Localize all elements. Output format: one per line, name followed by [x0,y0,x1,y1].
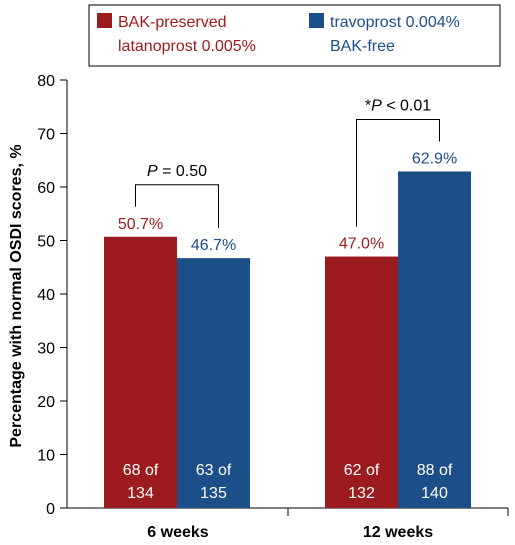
x-category-label-6-weeks: 6 weeks [147,524,208,541]
legend-label-2-line1: travoprost 0.004% [330,14,460,31]
y-tick-label: 70 [37,127,55,144]
p-value-label: *P < 0.01 [365,97,431,114]
bar-count-line2: 140 [421,485,448,502]
legend: BAK-preserved latanoprost 0.005% travopr… [88,4,501,67]
bar-2-2 [398,171,471,509]
x-category-label-12-weeks: 12 weeks [363,524,433,541]
bar-value-label: 46.7% [191,237,236,254]
bar-1-2 [325,256,398,508]
bar-count-line2: 135 [200,485,227,502]
significance-bracket [135,184,219,229]
brackets-group: P = 0.50 *P < 0.01 [135,97,440,229]
bar-count-line1: 88 of [417,462,453,479]
y-axis-title: Percentage with normal OSDI scores, % [8,144,25,447]
legend-label-1-line1: BAK-preserved [118,14,227,31]
bar-1-1 [104,236,177,508]
y-tick-label: 40 [37,287,55,304]
bar-count-line1: 62 of [344,462,380,479]
legend-label-2-line2: BAK-free [330,38,395,55]
legend-swatch-1 [97,13,112,28]
bars-group [104,171,471,509]
y-tick-label: 60 [37,180,55,197]
legend-swatch-2 [309,13,324,28]
legend-label-1-line2: latanoprost 0.005% [118,38,256,55]
bar-value-label: 47.0% [339,236,384,253]
bar-count-line1: 68 of [123,462,159,479]
bar-count-line2: 134 [127,485,154,502]
y-tick-label: 30 [37,341,55,358]
significance-bracket [356,118,440,227]
y-tick-label: 0 [46,501,55,518]
bar-count-line1: 63 of [196,462,232,479]
bar-2-1 [177,258,250,508]
bar-value-label: 62.9% [412,150,457,167]
bar-count-line2: 132 [348,485,375,502]
y-tick-label: 80 [37,73,55,90]
labels-group: 50.7% 68 of 134 46.7% 63 of 135 47.0% 62 of 132 6… [118,150,457,502]
bar-value-label: 50.7% [118,216,163,233]
y-tick-label: 20 [37,394,55,411]
y-ticks: 0 10 20 30 40 50 60 70 80 [37,73,67,518]
y-tick-label: 50 [37,234,55,251]
p-value-label: P = 0.50 [147,163,207,180]
legend-frame [88,4,501,67]
y-tick-label: 10 [37,448,55,465]
